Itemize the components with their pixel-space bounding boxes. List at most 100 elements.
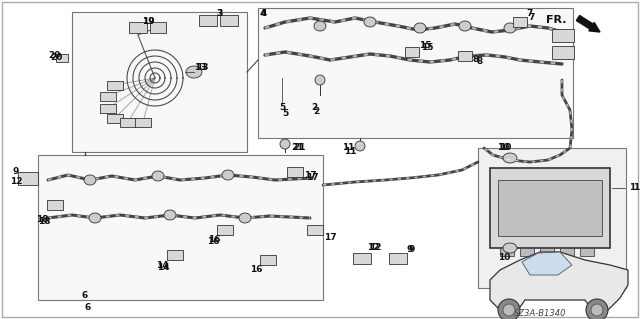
Text: 4: 4 <box>260 10 266 19</box>
Text: 16: 16 <box>208 235 220 244</box>
Text: 9: 9 <box>13 167 19 176</box>
Bar <box>500 248 514 256</box>
Circle shape <box>355 141 365 151</box>
Ellipse shape <box>164 210 176 220</box>
Ellipse shape <box>239 213 251 223</box>
Ellipse shape <box>504 23 516 33</box>
Text: 1: 1 <box>633 183 639 192</box>
Text: 17: 17 <box>303 170 316 180</box>
Bar <box>552 46 574 58</box>
Bar <box>107 80 123 90</box>
Text: 17: 17 <box>306 174 318 182</box>
Text: 20: 20 <box>48 50 60 60</box>
Bar <box>100 92 116 100</box>
Text: 6: 6 <box>82 292 88 300</box>
Ellipse shape <box>186 66 202 78</box>
Text: 13: 13 <box>194 63 206 72</box>
Bar <box>129 21 147 33</box>
Text: 21: 21 <box>294 144 306 152</box>
Ellipse shape <box>89 213 101 223</box>
Bar <box>107 114 123 122</box>
Text: 6: 6 <box>85 303 91 313</box>
Text: 1: 1 <box>629 183 635 192</box>
Text: 16: 16 <box>250 265 262 275</box>
Bar <box>520 248 534 256</box>
Bar <box>199 14 217 26</box>
Ellipse shape <box>459 21 471 31</box>
Text: 14: 14 <box>157 263 170 271</box>
Circle shape <box>591 304 603 316</box>
Text: 18: 18 <box>36 216 48 225</box>
Text: 7: 7 <box>527 10 533 19</box>
Text: 11: 11 <box>344 147 356 157</box>
Ellipse shape <box>152 171 164 181</box>
Bar <box>38 155 323 300</box>
Text: 15: 15 <box>420 42 433 51</box>
Bar <box>478 148 626 288</box>
Bar <box>56 54 68 62</box>
Text: 20: 20 <box>50 54 62 63</box>
Circle shape <box>315 75 325 85</box>
Polygon shape <box>522 252 572 275</box>
Text: 12: 12 <box>369 243 381 253</box>
Circle shape <box>503 304 515 316</box>
Text: 2: 2 <box>313 108 319 116</box>
Bar <box>167 250 183 260</box>
Text: 4: 4 <box>261 9 267 18</box>
Text: 10: 10 <box>499 144 511 152</box>
Polygon shape <box>490 252 628 310</box>
Text: 2: 2 <box>311 103 317 113</box>
Text: 8: 8 <box>477 57 483 66</box>
Ellipse shape <box>314 21 326 31</box>
Bar <box>490 168 610 248</box>
Text: 21: 21 <box>292 144 304 152</box>
Text: 18: 18 <box>38 218 51 226</box>
Bar <box>307 225 323 235</box>
Bar <box>389 253 407 263</box>
Text: 5: 5 <box>282 108 288 117</box>
Text: 12: 12 <box>367 243 380 253</box>
Bar <box>513 17 527 27</box>
Bar <box>458 51 472 61</box>
Text: 16: 16 <box>207 238 220 247</box>
Circle shape <box>498 299 520 319</box>
Ellipse shape <box>503 243 517 253</box>
Bar <box>260 255 276 265</box>
Text: 11: 11 <box>342 144 354 152</box>
Bar <box>135 117 151 127</box>
Circle shape <box>586 299 608 319</box>
Text: 12: 12 <box>10 177 22 187</box>
Text: 17: 17 <box>324 234 336 242</box>
Text: 3: 3 <box>217 9 223 18</box>
Bar <box>150 21 166 33</box>
Bar <box>217 225 233 235</box>
Bar <box>540 248 554 256</box>
Bar <box>47 200 63 210</box>
Bar <box>560 248 574 256</box>
Bar <box>287 167 303 177</box>
Bar <box>72 12 247 152</box>
Bar <box>258 8 573 138</box>
Bar <box>552 28 574 41</box>
Ellipse shape <box>364 17 376 27</box>
Text: SZ3A-B1340: SZ3A-B1340 <box>514 308 566 317</box>
Circle shape <box>280 139 290 149</box>
Bar <box>498 180 602 236</box>
Text: 9: 9 <box>409 246 415 255</box>
Text: 3: 3 <box>217 10 223 19</box>
Text: 19: 19 <box>141 18 154 26</box>
Text: FR.: FR. <box>546 15 566 25</box>
Text: 19: 19 <box>141 18 154 26</box>
Bar <box>580 248 594 256</box>
Text: 14: 14 <box>156 261 168 270</box>
Text: 7: 7 <box>529 13 535 23</box>
Text: 8: 8 <box>473 56 479 64</box>
Bar <box>353 253 371 263</box>
Text: 13: 13 <box>196 63 208 72</box>
Text: 9: 9 <box>407 246 413 255</box>
Bar <box>18 172 38 184</box>
Bar <box>405 47 419 57</box>
Text: 10: 10 <box>497 144 509 152</box>
Bar <box>220 14 238 26</box>
Ellipse shape <box>84 175 96 185</box>
